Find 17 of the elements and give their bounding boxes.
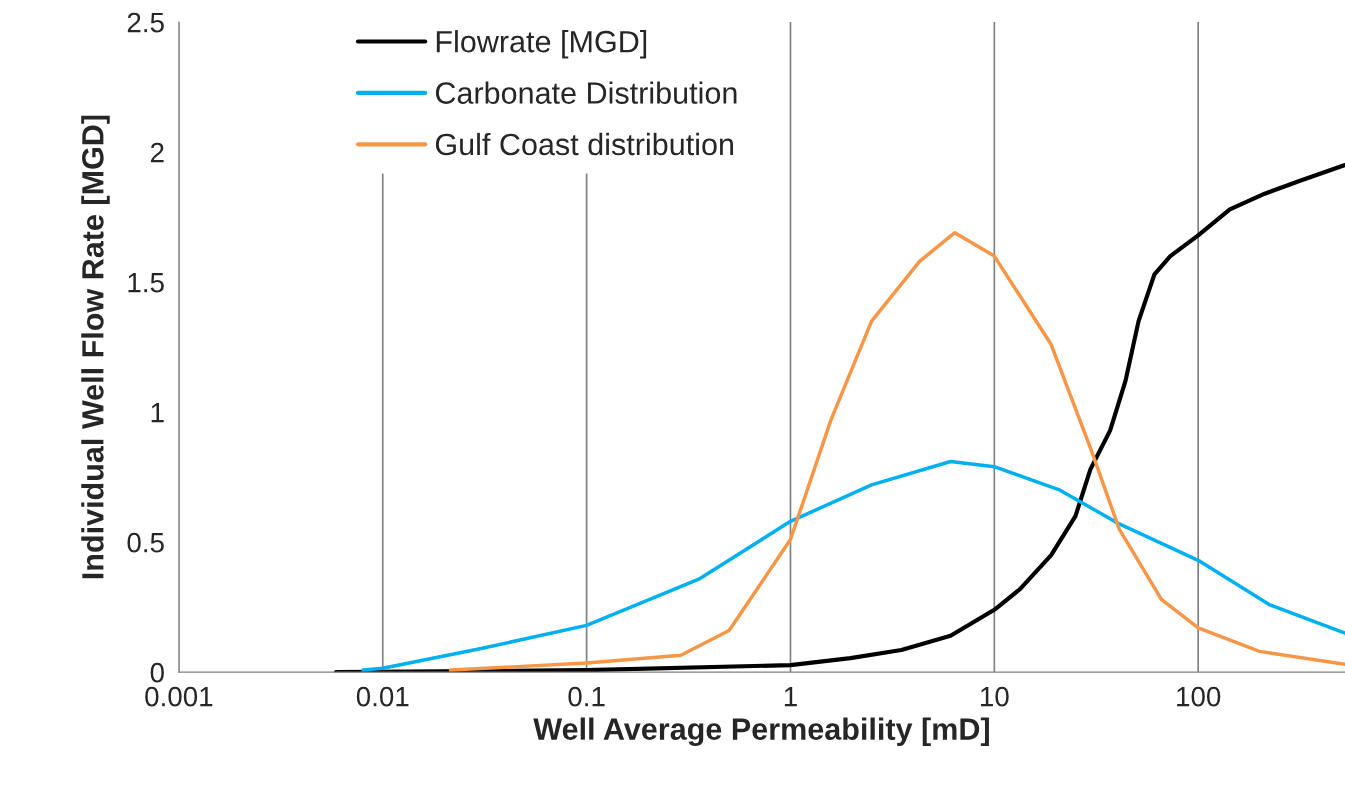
x-axis-title: Well Average Permeability [mD]: [533, 717, 989, 747]
legend-label: Carbonate Distribution: [435, 81, 737, 104]
y-axis-title: Individual Well Flow Rate [MGD]: [81, 115, 110, 579]
x-tick-label: 1: [784, 687, 797, 707]
y-tick-label: 2.5: [127, 12, 164, 33]
y-tick-label: 0.5: [127, 532, 164, 553]
x-tick-label: 100: [1177, 686, 1221, 707]
y-tick-label: 2: [150, 142, 164, 163]
x-tick-label: 10: [981, 686, 1009, 707]
legend-label: Flowrate [MGD]: [436, 30, 647, 59]
y-tick-label: 1: [151, 403, 164, 423]
x-tick-label: 0.001: [145, 686, 213, 707]
x-tick-label: 0.1: [568, 686, 605, 707]
y-tick-label: 0: [150, 662, 164, 683]
y-tick-label: 1.5: [128, 273, 164, 293]
legend-label: Gulf Coast distribution: [435, 132, 733, 156]
x-tick-label: 0.01: [356, 686, 409, 707]
